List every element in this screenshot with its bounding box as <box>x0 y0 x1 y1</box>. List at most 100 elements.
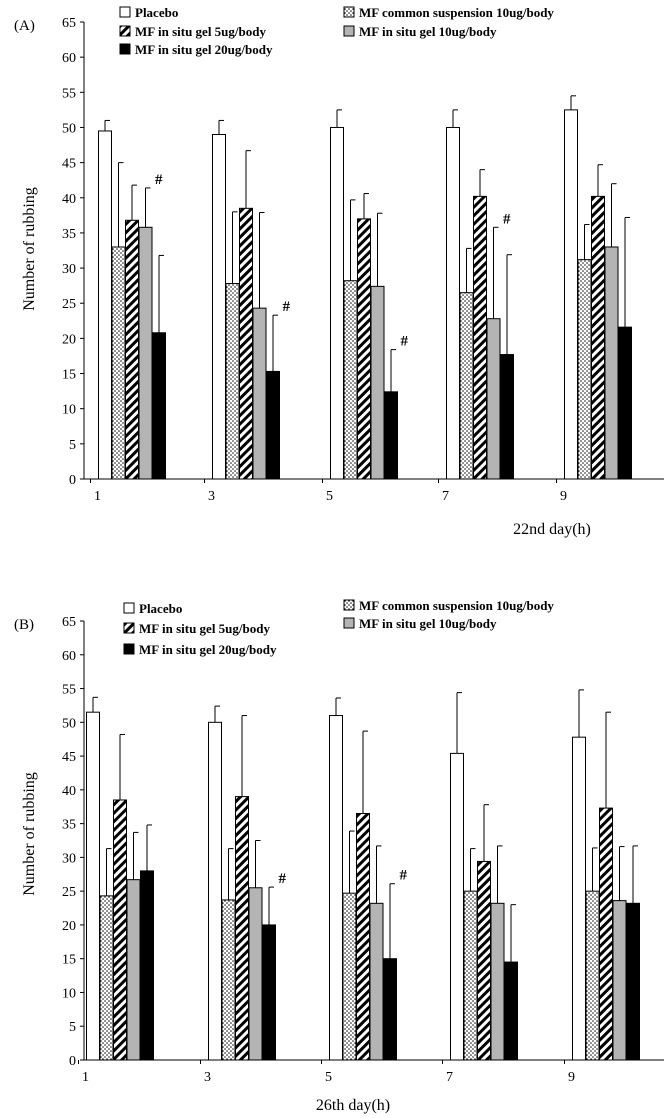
x-tick-label: 7 <box>442 489 449 504</box>
x-tick-label: 3 <box>204 1070 211 1085</box>
bar <box>208 721 222 1061</box>
chart-panel-a: (A) 22nd day(h) Number of rubbing Placeb… <box>14 5 664 538</box>
y-axis-label: Number of rubbing <box>21 187 38 311</box>
bar <box>599 807 613 1061</box>
bar <box>477 860 491 1061</box>
bar <box>486 318 501 480</box>
bar <box>370 285 385 480</box>
bar <box>262 924 276 1061</box>
y-tick-label: 10 <box>62 403 76 418</box>
y-tick-label: 40 <box>62 784 76 799</box>
y-tick-label: 50 <box>62 716 76 731</box>
x-tick-label: 5 <box>326 489 333 504</box>
bar <box>384 391 398 480</box>
legend-swatch <box>123 643 135 655</box>
bar <box>239 207 253 480</box>
bar <box>383 958 397 1061</box>
y-tick-label: 65 <box>62 16 76 31</box>
y-tick-label: 0 <box>69 473 76 488</box>
bar <box>138 226 153 480</box>
legend-label: MF in situ gel 10ug/body <box>359 616 497 631</box>
bar <box>446 126 460 480</box>
bar <box>500 354 514 480</box>
y-tick-label: 0 <box>69 1054 76 1069</box>
legend-label: MF in situ gel 10ug/body <box>359 24 497 39</box>
y-tick-label: 20 <box>62 919 76 934</box>
x-tick-label: 9 <box>568 1070 575 1085</box>
legend-swatch <box>343 599 355 611</box>
chart-panel-b: (B) 26th day(h) Number of rubbing Placeb… <box>14 598 664 1114</box>
y-tick-label: 25 <box>62 885 76 900</box>
y-tick-label: 55 <box>62 86 76 101</box>
y-tick-label: 25 <box>62 297 76 312</box>
y-tick-label: 15 <box>62 368 76 383</box>
legend-swatch <box>343 6 355 18</box>
legend-swatch <box>119 6 131 18</box>
legend: Placebo MF common suspension 10ug/body MF … <box>119 5 554 57</box>
bar <box>98 130 112 480</box>
bar <box>591 195 605 480</box>
y-tick-label: 45 <box>62 750 76 765</box>
bar <box>329 715 343 1061</box>
y-tick-label: 50 <box>62 121 76 136</box>
y-tick-label: 55 <box>62 683 76 698</box>
significance-marker: # <box>400 868 408 884</box>
legend-label: MF common suspension 10ug/body <box>359 5 554 20</box>
legend: Placebo MF common suspension 10ug/body MF … <box>123 598 554 657</box>
y-tick-label: 60 <box>62 51 76 66</box>
bar <box>463 890 478 1061</box>
legend-label: MF in situ gel 5ug/body <box>139 621 270 636</box>
bar <box>248 887 263 1061</box>
bar <box>330 126 344 480</box>
bar <box>99 895 114 1061</box>
bar <box>473 195 487 480</box>
x-axis-label: 22nd day(h) <box>513 521 591 538</box>
significance-marker: # <box>401 334 409 350</box>
bar <box>111 246 126 480</box>
significance-marker: # <box>503 211 511 227</box>
bar <box>113 799 127 1061</box>
y-tick-label: 45 <box>62 157 76 172</box>
bar <box>212 133 226 480</box>
y-tick-label: 35 <box>62 227 76 242</box>
significance-marker: # <box>155 172 163 188</box>
bar <box>140 870 154 1061</box>
bar <box>369 902 384 1061</box>
legend-swatch <box>343 25 355 37</box>
bar <box>612 900 627 1061</box>
bar <box>450 752 464 1061</box>
legend-label: MF common suspension 10ug/body <box>359 598 554 613</box>
bar <box>618 326 632 480</box>
panel-label: (B) <box>14 617 34 633</box>
legend-label: Placebo <box>135 5 178 20</box>
legend-label: MF in situ gel 20ug/body <box>139 642 277 657</box>
x-tick-label: 7 <box>446 1070 453 1085</box>
y-tick-label: 5 <box>69 1020 76 1035</box>
bar <box>459 292 474 480</box>
x-tick-label: 9 <box>560 489 567 504</box>
y-tick-label: 65 <box>62 615 76 630</box>
legend-label: MF in situ gel 20ug/body <box>135 42 273 57</box>
y-tick-label: 5 <box>69 438 76 453</box>
y-tick-label: 20 <box>62 332 76 347</box>
x-tick-label: 3 <box>208 489 215 504</box>
x-tick-label: 5 <box>325 1070 332 1085</box>
panel-label: (A) <box>14 18 35 34</box>
bar <box>86 711 100 1061</box>
significance-marker: # <box>283 299 291 315</box>
y-tick-label: 60 <box>62 649 76 664</box>
legend-swatch <box>123 602 135 614</box>
x-tick-label: 1 <box>82 1070 89 1085</box>
legend-swatch <box>343 617 355 629</box>
y-tick-label: 30 <box>62 851 76 866</box>
y-tick-label: 10 <box>62 986 76 1001</box>
y-tick-label: 15 <box>62 953 76 968</box>
legend-swatch <box>119 43 131 55</box>
y-axis-label: Number of rubbing <box>21 772 38 896</box>
bar <box>342 892 357 1061</box>
bar <box>490 902 505 1061</box>
bar <box>221 899 236 1061</box>
